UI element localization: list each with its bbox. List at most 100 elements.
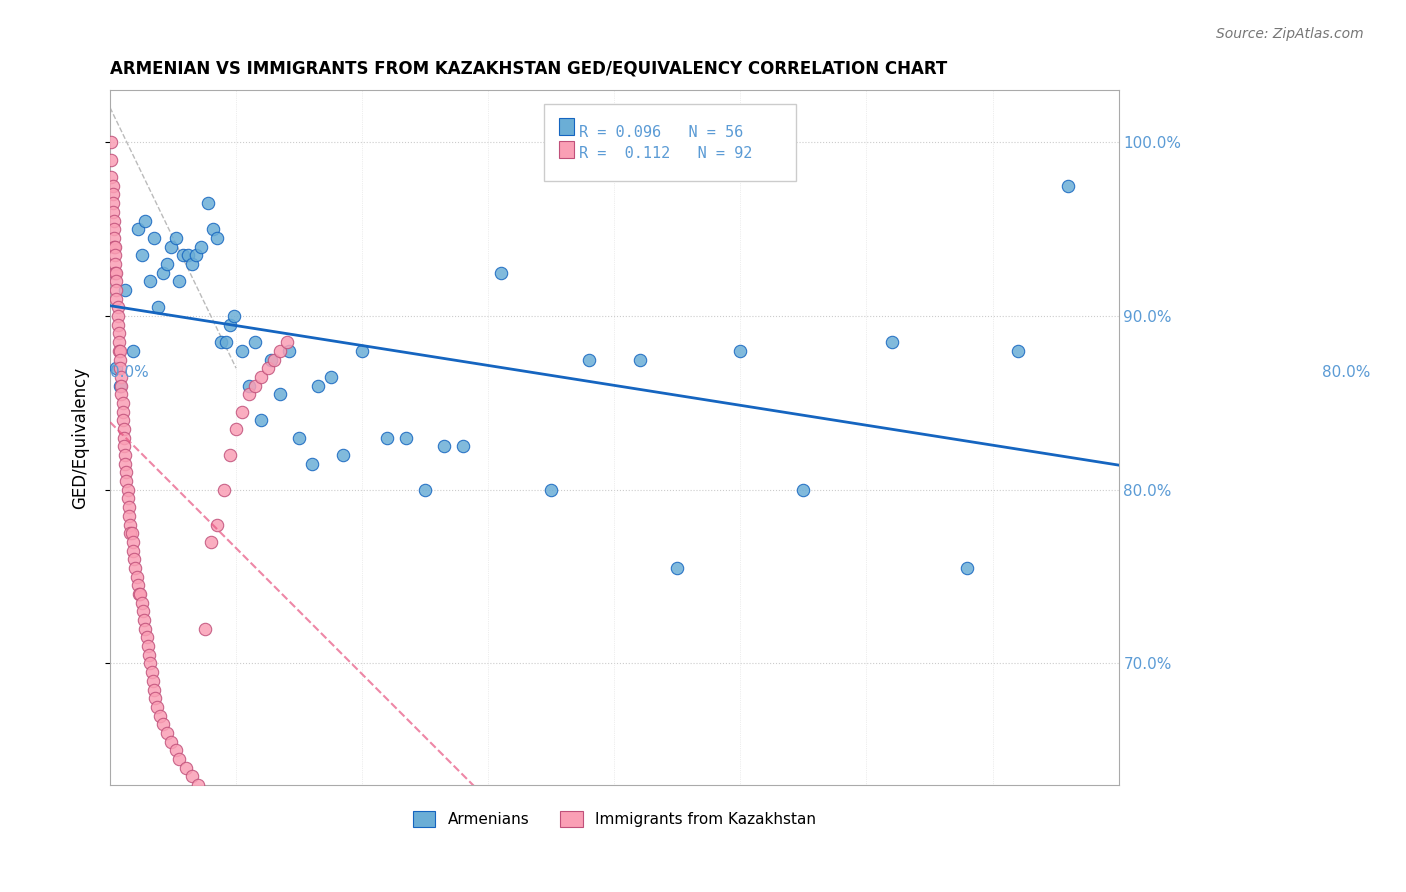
Immigrants from Kazakhstan: [105, 283, 128, 297]
Immigrants from Kazakhstan: [128, 587, 150, 601]
Immigrants from Kazakhstan: [145, 691, 167, 706]
Immigrants from Kazakhstan: [250, 370, 273, 384]
Immigrants from Kazakhstan: [107, 318, 129, 332]
Immigrants from Kazakhstan: [121, 543, 143, 558]
Immigrants from Kazakhstan: [105, 266, 128, 280]
Armenians: [181, 257, 204, 271]
Armenians: [395, 431, 418, 445]
Armenians: [152, 266, 174, 280]
Immigrants from Kazakhstan: [100, 153, 122, 167]
Armenians: [1057, 178, 1080, 193]
Immigrants from Kazakhstan: [100, 136, 122, 150]
Immigrants from Kazakhstan: [101, 178, 124, 193]
Immigrants from Kazakhstan: [212, 483, 235, 497]
Armenians: [197, 196, 219, 211]
Immigrants from Kazakhstan: [152, 717, 174, 731]
Armenians: [730, 343, 752, 358]
Immigrants from Kazakhstan: [108, 343, 131, 358]
Armenians: [278, 343, 301, 358]
Immigrants from Kazakhstan: [263, 352, 285, 367]
Armenians: [105, 361, 128, 376]
Armenians: [956, 561, 979, 575]
Text: 80.0%: 80.0%: [1322, 365, 1371, 380]
Immigrants from Kazakhstan: [132, 613, 155, 627]
Immigrants from Kazakhstan: [104, 266, 127, 280]
Armenians: [628, 352, 651, 367]
Immigrants from Kazakhstan: [139, 657, 162, 671]
Immigrants from Kazakhstan: [129, 587, 152, 601]
Text: Source: ZipAtlas.com: Source: ZipAtlas.com: [1216, 27, 1364, 41]
Immigrants from Kazakhstan: [112, 431, 135, 445]
Armenians: [307, 378, 329, 392]
Immigrants from Kazakhstan: [104, 248, 127, 262]
Immigrants from Kazakhstan: [142, 673, 165, 688]
Immigrants from Kazakhstan: [103, 222, 125, 236]
Immigrants from Kazakhstan: [117, 483, 139, 497]
Immigrants from Kazakhstan: [114, 448, 136, 462]
Immigrants from Kazakhstan: [143, 682, 166, 697]
Armenians: [792, 483, 814, 497]
Immigrants from Kazakhstan: [120, 526, 142, 541]
Immigrants from Kazakhstan: [134, 622, 156, 636]
Armenians: [190, 239, 212, 253]
Immigrants from Kazakhstan: [138, 648, 160, 662]
Immigrants from Kazakhstan: [110, 387, 132, 401]
Immigrants from Kazakhstan: [103, 231, 125, 245]
Armenians: [108, 378, 131, 392]
Armenians: [319, 370, 342, 384]
Armenians: [215, 335, 238, 350]
Armenians: [301, 457, 323, 471]
Armenians: [288, 431, 311, 445]
Immigrants from Kazakhstan: [156, 726, 179, 740]
Armenians: [184, 248, 207, 262]
Immigrants from Kazakhstan: [181, 769, 204, 783]
Immigrants from Kazakhstan: [121, 526, 143, 541]
Immigrants from Kazakhstan: [121, 535, 143, 549]
Immigrants from Kazakhstan: [105, 292, 128, 306]
Armenians: [127, 222, 149, 236]
Armenians: [880, 335, 903, 350]
Immigrants from Kazakhstan: [256, 361, 278, 376]
Armenians: [238, 378, 260, 392]
Armenians: [243, 335, 266, 350]
Immigrants from Kazakhstan: [174, 761, 197, 775]
Armenians: [169, 274, 191, 288]
Immigrants from Kazakhstan: [101, 187, 124, 202]
Immigrants from Kazakhstan: [108, 361, 131, 376]
Armenians: [433, 439, 456, 453]
Legend: Armenians, Immigrants from Kazakhstan: Armenians, Immigrants from Kazakhstan: [406, 805, 823, 833]
Immigrants from Kazakhstan: [218, 448, 240, 462]
Immigrants from Kazakhstan: [269, 343, 291, 358]
Immigrants from Kazakhstan: [111, 413, 134, 427]
Armenians: [489, 266, 512, 280]
Immigrants from Kazakhstan: [114, 457, 136, 471]
FancyBboxPatch shape: [558, 118, 574, 136]
Immigrants from Kazakhstan: [159, 734, 181, 748]
Immigrants from Kazakhstan: [131, 596, 153, 610]
Immigrants from Kazakhstan: [141, 665, 163, 680]
Text: R = 0.096   N = 56: R = 0.096 N = 56: [579, 125, 744, 140]
Immigrants from Kazakhstan: [276, 335, 298, 350]
Immigrants from Kazakhstan: [149, 708, 172, 723]
Text: R =  0.112   N = 92: R = 0.112 N = 92: [579, 146, 752, 161]
Immigrants from Kazakhstan: [112, 422, 135, 436]
Immigrants from Kazakhstan: [101, 205, 124, 219]
Armenians: [114, 283, 136, 297]
Armenians: [1007, 343, 1029, 358]
Immigrants from Kazakhstan: [103, 213, 125, 227]
Armenians: [540, 483, 562, 497]
Armenians: [134, 213, 156, 227]
Immigrants from Kazakhstan: [100, 170, 122, 185]
Armenians: [131, 248, 153, 262]
Armenians: [413, 483, 436, 497]
FancyBboxPatch shape: [544, 104, 796, 180]
Immigrants from Kazakhstan: [125, 569, 148, 583]
Armenians: [666, 561, 689, 575]
Immigrants from Kazakhstan: [135, 631, 157, 645]
Immigrants from Kazakhstan: [120, 517, 142, 532]
Y-axis label: GED/Equivalency: GED/Equivalency: [72, 367, 89, 508]
Armenians: [451, 439, 474, 453]
Immigrants from Kazakhstan: [169, 752, 191, 766]
Immigrants from Kazakhstan: [238, 387, 260, 401]
Immigrants from Kazakhstan: [117, 491, 139, 506]
